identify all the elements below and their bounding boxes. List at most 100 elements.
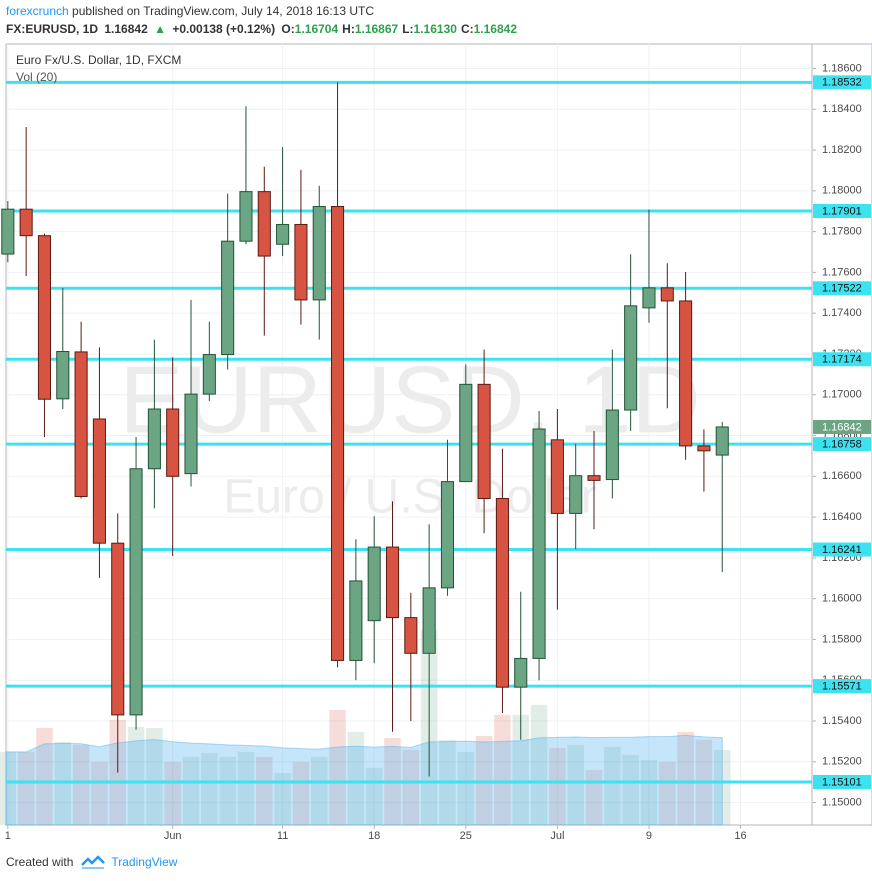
candle-body xyxy=(715,426,729,456)
volume-bar xyxy=(530,704,548,825)
candle-body xyxy=(624,305,638,411)
y-tick-label: 1.16400 xyxy=(822,511,862,523)
candle-body xyxy=(331,206,345,661)
candle-body xyxy=(1,208,15,255)
y-tick-label: 1.16600 xyxy=(822,470,862,482)
candles xyxy=(1,82,729,777)
candle-body xyxy=(257,191,271,257)
x-tick-label: Jun xyxy=(164,830,182,842)
candle-body xyxy=(550,439,564,514)
candle-body xyxy=(166,408,180,477)
y-tick-label: 1.15200 xyxy=(822,756,862,768)
ohlc-label: H: xyxy=(342,22,355,36)
volume-bar xyxy=(494,714,511,825)
footer: Created with TradingView xyxy=(6,855,177,869)
level-tag xyxy=(813,75,871,90)
level-tag xyxy=(813,679,871,694)
volume-bar xyxy=(347,731,365,825)
y-tick-label: 1.15400 xyxy=(822,715,862,727)
candle-body xyxy=(367,546,381,622)
candle-body xyxy=(111,542,125,716)
volume-bar xyxy=(567,744,584,825)
candle-body xyxy=(495,498,509,688)
x-tick-label: 9 xyxy=(646,830,652,842)
level-label: 1.18532 xyxy=(822,77,862,89)
candle-body xyxy=(660,287,674,302)
x-tick-label: 16 xyxy=(734,830,746,842)
ohlc-value: 1.16704 xyxy=(294,22,339,36)
candle-body xyxy=(642,287,656,309)
volume-bar xyxy=(201,752,218,825)
change: +0.00138 (+0.12%) xyxy=(172,22,276,36)
candle-body xyxy=(569,475,583,514)
volume-bar xyxy=(164,761,181,825)
ohlc-label: C: xyxy=(460,22,474,36)
candle-body xyxy=(74,351,88,497)
volume-bar xyxy=(182,756,200,825)
volume-bar xyxy=(475,735,493,825)
candle-body xyxy=(422,587,436,654)
last-price-tag xyxy=(813,419,871,434)
tradingview-link[interactable]: TradingView xyxy=(111,855,178,869)
y-tick-label: 1.17000 xyxy=(822,389,862,401)
ohlc-value: 1.16867 xyxy=(354,22,399,36)
y-tick-label: 1.15800 xyxy=(822,633,862,645)
level-label: 1.16758 xyxy=(822,438,862,450)
candle-body xyxy=(404,617,418,654)
volume-bar xyxy=(604,746,621,825)
candle-body xyxy=(202,354,216,395)
candle-body xyxy=(459,383,473,483)
volume-bar xyxy=(237,751,255,825)
candle-body xyxy=(440,481,455,589)
level-label: 1.17174 xyxy=(822,354,862,366)
level-tag xyxy=(813,204,871,219)
axes: 1.150001.152001.154001.156001.158001.160… xyxy=(5,62,871,842)
candle-body xyxy=(679,300,693,447)
candle-body xyxy=(221,240,235,356)
ohlc: O:1.16704 H:1.16867 L:1.16130 C:1.16842 xyxy=(281,22,521,36)
x-tick-label: 18 xyxy=(368,830,380,842)
volume-bar xyxy=(91,761,108,825)
level-label: 1.15571 xyxy=(822,681,862,693)
volume-bar xyxy=(17,751,35,825)
levels xyxy=(6,80,812,784)
level-tag xyxy=(813,437,871,452)
ohlc-value: 1.16842 xyxy=(473,22,517,36)
symbol: FX:EURUSD, 1D xyxy=(6,22,99,36)
x-tick-label: Jul xyxy=(550,830,564,842)
volume xyxy=(0,629,731,826)
candle-body xyxy=(514,657,528,688)
volume-bar xyxy=(274,772,291,825)
candle-body xyxy=(532,428,546,659)
candle-body xyxy=(239,191,253,242)
candle-body xyxy=(587,475,601,481)
level-label: 1.17522 xyxy=(822,283,862,295)
volume-bar xyxy=(36,727,53,825)
volume-bar xyxy=(72,744,90,825)
y-tick-label: 1.18000 xyxy=(822,185,862,197)
level-label: 1.15101 xyxy=(822,776,862,788)
volume-bar xyxy=(127,726,145,825)
level-label: 1.17901 xyxy=(822,205,862,217)
brand[interactable]: forexcrunch xyxy=(6,4,69,18)
candle-body xyxy=(349,580,363,661)
candle-body xyxy=(92,418,106,544)
volume-ma xyxy=(5,734,723,826)
volume-bar xyxy=(256,756,273,825)
tv-logo xyxy=(81,855,106,869)
up-arrow: ▲ xyxy=(154,22,166,36)
y-tick-label: 1.16000 xyxy=(822,593,862,605)
chart-title: Euro Fx/U.S. Dollar, 1D, FXCM xyxy=(16,53,181,67)
y-tick-label: 1.17400 xyxy=(822,307,862,319)
y-tick-label: 1.18600 xyxy=(822,62,862,74)
watermark-symbol: EURUSD, 1D xyxy=(119,346,700,453)
candle-body xyxy=(129,468,143,716)
x-tick-label: 11 xyxy=(277,830,288,842)
candle-body xyxy=(477,383,491,500)
y-tick-label: 1.18400 xyxy=(822,103,862,115)
y-tick-label: 1.17800 xyxy=(822,226,862,238)
volume-bar xyxy=(146,727,163,825)
candle-body xyxy=(312,206,326,301)
level-tag xyxy=(813,774,871,789)
